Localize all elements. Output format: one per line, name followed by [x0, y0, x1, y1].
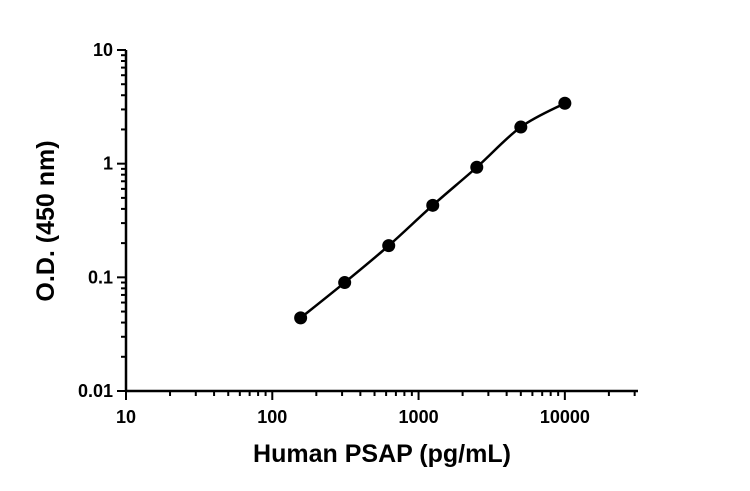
data-points: [294, 96, 572, 325]
data-point: [382, 239, 396, 253]
axes: 10 100 1000 10000 0.01 0.1 1 10: [78, 40, 638, 427]
x-tick-label: 100: [257, 407, 287, 427]
data-point: [558, 96, 572, 110]
y-tick-label: 10: [93, 40, 113, 60]
y-tick-label: 0.01: [78, 381, 113, 401]
y-tick-label: 0.1: [88, 267, 113, 287]
data-point: [338, 276, 352, 290]
data-point: [426, 198, 440, 212]
y-axis-title: O.D. (450 nm): [32, 140, 60, 301]
x-tick-label: 10: [116, 407, 136, 427]
x-tick-label: 10000: [540, 407, 590, 427]
data-point: [294, 311, 308, 325]
x-axis-title: Human PSAP (pg/mL): [253, 440, 511, 468]
y-tick-label: 1: [103, 154, 113, 174]
data-point: [514, 120, 528, 134]
data-point: [470, 160, 484, 174]
x-tick-label: 1000: [399, 407, 439, 427]
